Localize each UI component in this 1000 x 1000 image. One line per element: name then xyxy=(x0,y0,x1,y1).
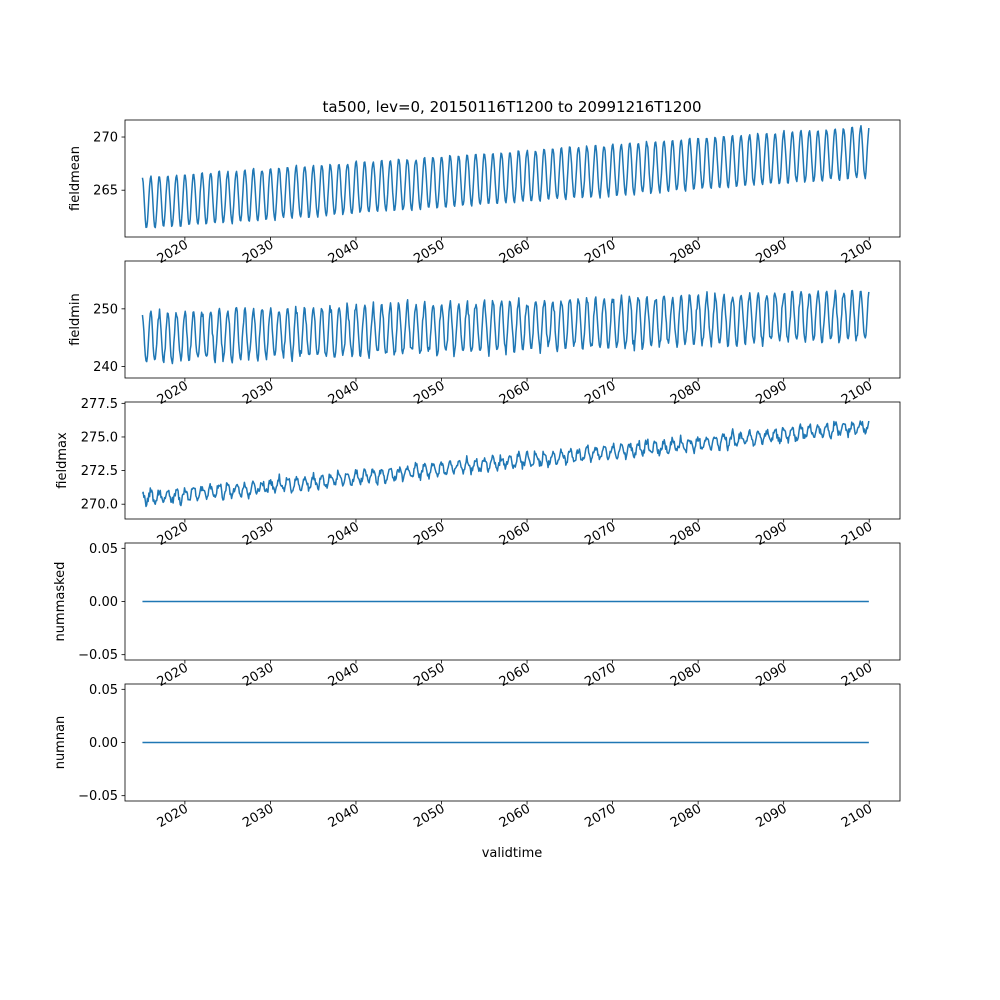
x-tick-label: 2100 xyxy=(839,237,875,267)
x-tick-label: 2080 xyxy=(668,378,704,408)
series-line-fieldmax xyxy=(141,420,870,508)
chart-title: ta500, lev=0, 20150116T1200 to 20991216T… xyxy=(322,98,701,116)
y-tick-label: 275.0 xyxy=(81,430,118,445)
x-tick-label: 2070 xyxy=(582,237,618,267)
y-axis-label-fieldmax: fieldmax xyxy=(55,432,70,489)
x-tick-label: 2080 xyxy=(668,237,704,267)
x-tick-label: 2100 xyxy=(839,660,875,690)
panels-group: 265 270 2020 2030 2040 2050 2060 2070 2080 2090 21… xyxy=(53,119,901,831)
y-axis-label-fieldmean: fieldmean xyxy=(68,146,83,211)
y-tick-label: 270.0 xyxy=(81,498,118,513)
x-tick-label: 2070 xyxy=(582,378,618,408)
y-tick-label: 250 xyxy=(93,302,118,317)
y-tick-label: 277.5 xyxy=(81,397,118,412)
x-tick-label: 2050 xyxy=(411,378,447,408)
y-tick-label: −0.05 xyxy=(78,789,118,804)
panel-frame xyxy=(124,401,901,520)
x-tick-label: 2030 xyxy=(240,660,276,690)
x-tick-label: 2040 xyxy=(326,660,362,690)
x-tick-label: 2020 xyxy=(155,237,191,267)
x-tick-label: 2020 xyxy=(155,801,191,831)
x-tick-label: 2090 xyxy=(754,378,790,408)
y-tick-label: 0.05 xyxy=(89,542,118,557)
series-line-fieldmin xyxy=(141,289,870,365)
x-tick-label: 2040 xyxy=(326,237,362,267)
x-tick-label: 2060 xyxy=(497,519,533,549)
y-tick-label: −0.05 xyxy=(78,648,118,663)
x-tick-label: 2070 xyxy=(582,660,618,690)
panel-frame xyxy=(124,260,901,379)
x-tick-label: 2050 xyxy=(411,237,447,267)
x-tick-label: 2050 xyxy=(411,801,447,831)
x-tick-label: 2100 xyxy=(839,519,875,549)
panel-fieldmean: 265 270 2020 2030 2040 2050 2060 2070 2080 2090 21… xyxy=(68,119,901,267)
x-tick-label: 2100 xyxy=(839,378,875,408)
y-tick-label: 272.5 xyxy=(81,464,118,479)
x-tick-label: 2040 xyxy=(326,801,362,831)
y-tick-label: 270 xyxy=(93,131,118,146)
y-tick-label: 0.05 xyxy=(89,683,118,698)
x-tick-label: 2060 xyxy=(497,237,533,267)
x-tick-label: 2040 xyxy=(326,519,362,549)
x-tick-label: 2090 xyxy=(754,801,790,831)
panel-numnan: −0.05 0.00 0.05 2020 2030 2040 2050 2060 2070 208… xyxy=(53,683,901,831)
panel-fieldmax: 270.0 272.5 275.0 277.5 2020 2030 2040 2050 2060… xyxy=(55,397,901,549)
series-line-fieldmean xyxy=(141,125,870,229)
x-tick-label: 2100 xyxy=(839,801,875,831)
y-axis-label-numnan: numnan xyxy=(53,716,68,770)
x-tick-label: 2030 xyxy=(240,378,276,408)
panel-fieldmin: 240 250 2020 2030 2040 2050 2060 2070 2080 2090 21… xyxy=(68,260,901,408)
panel-frame xyxy=(124,119,901,238)
y-tick-label: 265 xyxy=(93,184,118,199)
x-tick-label: 2040 xyxy=(326,378,362,408)
x-tick-label: 2060 xyxy=(497,801,533,831)
x-tick-label: 2050 xyxy=(411,519,447,549)
x-tick-label: 2020 xyxy=(155,660,191,690)
x-tick-label: 2090 xyxy=(754,237,790,267)
x-tick-label: 2050 xyxy=(411,660,447,690)
y-tick-label: 240 xyxy=(93,360,118,375)
x-axis-label: validtime xyxy=(482,846,543,861)
x-tick-label: 2070 xyxy=(582,801,618,831)
x-tick-label: 2060 xyxy=(497,378,533,408)
panel-nummasked: −0.05 0.00 0.05 2020 2030 2040 2050 2060 2070 208… xyxy=(53,542,901,690)
x-tick-label: 2060 xyxy=(497,660,533,690)
x-tick-label: 2030 xyxy=(240,519,276,549)
x-tick-label: 2020 xyxy=(155,519,191,549)
y-tick-label: 0.00 xyxy=(89,595,118,610)
y-axis-label-nummasked: nummasked xyxy=(53,562,68,642)
x-tick-label: 2090 xyxy=(754,519,790,549)
y-axis-label-fieldmin: fieldmin xyxy=(68,293,83,346)
x-tick-label: 2080 xyxy=(668,801,704,831)
x-tick-label: 2080 xyxy=(668,519,704,549)
x-tick-label: 2080 xyxy=(668,660,704,690)
x-tick-label: 2030 xyxy=(240,801,276,831)
x-tick-label: 2020 xyxy=(155,378,191,408)
x-tick-label: 2030 xyxy=(240,237,276,267)
x-tick-label: 2070 xyxy=(582,519,618,549)
y-tick-label: 0.00 xyxy=(89,736,118,751)
x-tick-label: 2090 xyxy=(754,660,790,690)
